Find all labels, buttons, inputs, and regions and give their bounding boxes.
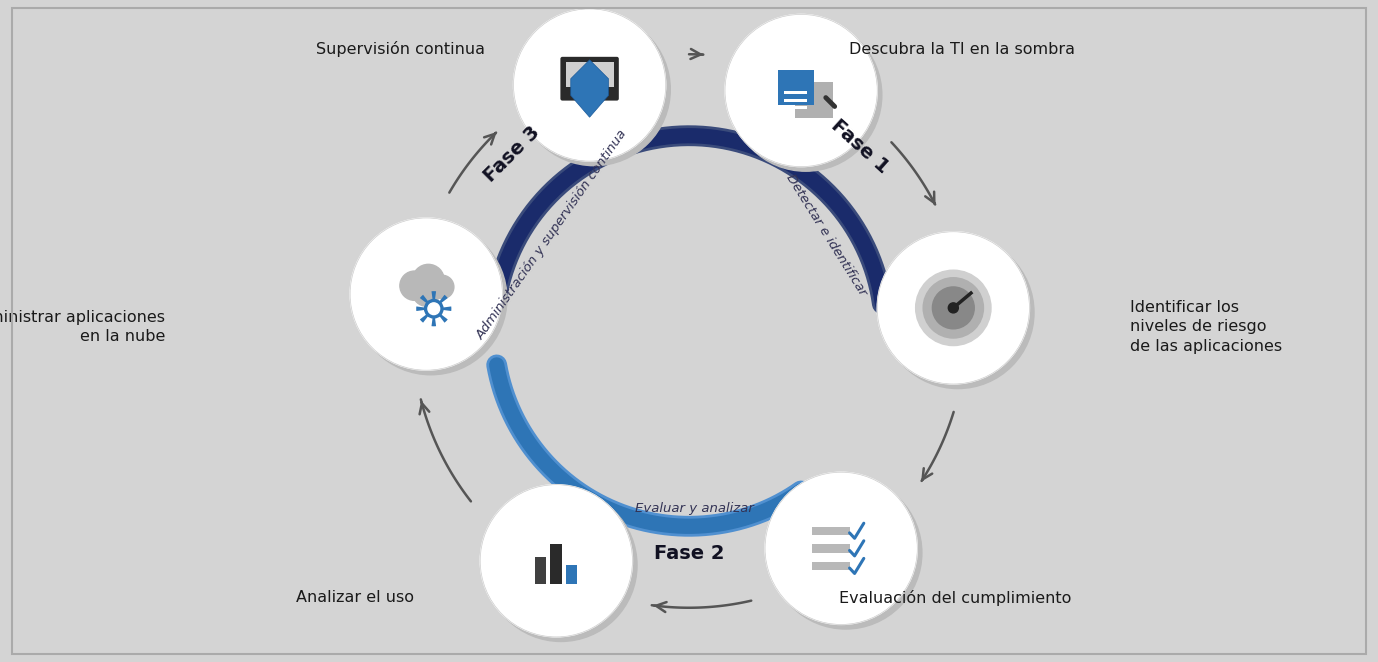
Polygon shape [416,307,424,311]
Polygon shape [420,314,429,322]
Circle shape [915,270,991,346]
Circle shape [429,303,440,314]
Circle shape [354,222,507,375]
Text: Supervisión continua: Supervisión continua [316,41,485,57]
Text: Evaluar y analizar: Evaluar y analizar [634,502,754,515]
Text: Detectar e identificar: Detectar e identificar [783,172,870,299]
Text: Administración y supervisión continua: Administración y supervisión continua [474,128,630,342]
Bar [812,526,850,535]
Text: Descubra la TI en la sombra: Descubra la TI en la sombra [849,42,1075,57]
Bar [535,557,546,584]
FancyBboxPatch shape [561,57,619,101]
Text: Identificar los
niveles de riesgo
de las aplicaciones: Identificar los niveles de riesgo de las… [1130,300,1282,354]
Polygon shape [440,314,448,322]
Polygon shape [431,291,435,300]
Bar [812,562,850,570]
Circle shape [923,278,984,338]
Polygon shape [431,318,435,326]
Polygon shape [440,295,448,303]
Bar [784,107,808,109]
Polygon shape [570,60,609,117]
Circle shape [400,271,429,301]
Circle shape [878,232,1029,384]
Bar [565,62,613,87]
Circle shape [882,236,1034,389]
Polygon shape [442,307,452,311]
Circle shape [413,279,440,307]
Circle shape [412,264,444,296]
Circle shape [480,485,633,637]
Text: Analizar el uso: Analizar el uso [296,590,413,605]
Circle shape [350,218,503,370]
Bar [795,82,832,118]
Circle shape [424,299,442,318]
Circle shape [933,287,974,329]
Bar [812,544,850,553]
Text: Fase 3: Fase 3 [481,122,544,186]
Circle shape [514,9,666,161]
Circle shape [485,489,637,641]
Bar [550,544,562,584]
Circle shape [948,303,958,313]
Bar [565,565,577,584]
Circle shape [729,19,882,171]
Circle shape [770,477,922,629]
Bar [784,91,808,94]
Bar [779,70,813,105]
Circle shape [430,275,453,299]
Text: Fase 2: Fase 2 [653,544,725,563]
Text: Evaluación del cumplimiento: Evaluación del cumplimiento [839,590,1071,606]
Circle shape [765,472,918,624]
Polygon shape [420,295,429,303]
Bar [784,99,808,102]
Text: Fase 1: Fase 1 [828,116,893,177]
Text: Administrar aplicaciones
en la nube: Administrar aplicaciones en la nube [0,310,165,344]
Circle shape [725,15,878,167]
Circle shape [518,13,670,166]
